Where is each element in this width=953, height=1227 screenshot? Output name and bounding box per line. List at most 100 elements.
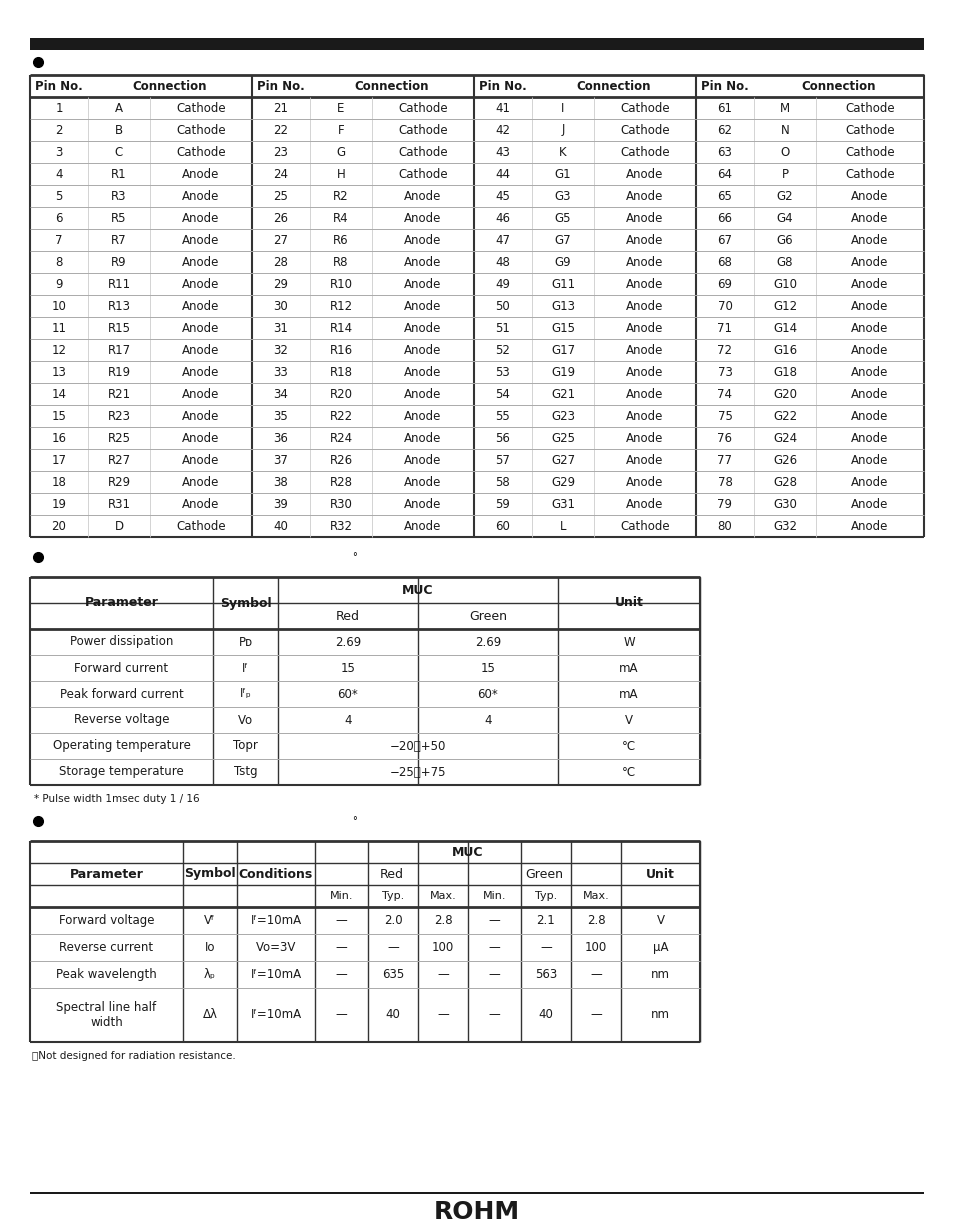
Text: R14: R14 (329, 321, 353, 335)
Text: 55: 55 (496, 410, 510, 422)
Text: R17: R17 (108, 344, 131, 357)
Text: MUC: MUC (452, 845, 483, 859)
Text: 51: 51 (495, 321, 510, 335)
Text: Spectral line half
width: Spectral line half width (56, 1001, 156, 1029)
Text: Anode: Anode (404, 476, 441, 488)
Text: G16: G16 (772, 344, 796, 357)
Text: Anode: Anode (404, 233, 441, 247)
Text: Anode: Anode (626, 321, 663, 335)
Text: 2.69: 2.69 (475, 636, 500, 649)
Text: 15: 15 (480, 661, 495, 675)
Text: Iᶠₚ: Iᶠₚ (239, 687, 252, 701)
Text: 75: 75 (717, 410, 732, 422)
Text: R24: R24 (329, 432, 353, 444)
Text: Parameter: Parameter (70, 867, 143, 881)
Text: H: H (336, 168, 345, 180)
Text: Anode: Anode (182, 366, 219, 378)
Text: Anode: Anode (182, 233, 219, 247)
Text: 24: 24 (274, 168, 288, 180)
Text: Anode: Anode (626, 189, 663, 202)
Text: 13: 13 (51, 366, 67, 378)
Text: G4: G4 (776, 211, 793, 225)
Text: —: — (488, 1009, 500, 1022)
Text: 7: 7 (55, 233, 63, 247)
Text: Cathode: Cathode (176, 519, 226, 533)
Text: 10: 10 (51, 299, 67, 313)
Text: 73: 73 (717, 366, 732, 378)
Text: G14: G14 (772, 321, 796, 335)
Text: Peak forward current: Peak forward current (59, 687, 183, 701)
Text: 635: 635 (381, 968, 404, 982)
Text: nm: nm (650, 968, 669, 982)
Text: 65: 65 (717, 189, 732, 202)
Text: —: — (539, 941, 551, 955)
Text: G1: G1 (554, 168, 571, 180)
Text: Anode: Anode (404, 432, 441, 444)
Text: 100: 100 (584, 941, 606, 955)
Text: 3: 3 (55, 146, 63, 158)
Text: Cathode: Cathode (844, 146, 894, 158)
Text: R31: R31 (108, 497, 131, 510)
Text: Anode: Anode (404, 321, 441, 335)
Text: Cathode: Cathode (176, 124, 226, 136)
Text: 25: 25 (274, 189, 288, 202)
Text: Cathode: Cathode (844, 102, 894, 114)
Text: 11: 11 (51, 321, 67, 335)
Text: G6: G6 (776, 233, 793, 247)
Text: R18: R18 (329, 366, 352, 378)
Text: R26: R26 (329, 454, 353, 466)
Text: 4: 4 (484, 713, 491, 726)
Text: 16: 16 (51, 432, 67, 444)
Text: 57: 57 (495, 454, 510, 466)
Text: R19: R19 (108, 366, 131, 378)
Text: G27: G27 (551, 454, 575, 466)
Text: 20: 20 (51, 519, 67, 533)
Text: Storage temperature: Storage temperature (59, 766, 184, 778)
Text: Anode: Anode (626, 168, 663, 180)
Text: G7: G7 (554, 233, 571, 247)
Text: 18: 18 (51, 476, 67, 488)
Text: Typ.: Typ. (535, 891, 557, 901)
Text: G2: G2 (776, 189, 793, 202)
Text: Red: Red (379, 867, 403, 881)
Text: 41: 41 (495, 102, 510, 114)
Text: Anode: Anode (850, 476, 888, 488)
Text: Cathode: Cathode (619, 124, 669, 136)
Text: Anode: Anode (626, 233, 663, 247)
Text: G3: G3 (554, 189, 571, 202)
Text: Anode: Anode (850, 255, 888, 269)
Text: Connection: Connection (801, 80, 876, 92)
Text: Anode: Anode (404, 255, 441, 269)
Text: Anode: Anode (626, 410, 663, 422)
Text: Anode: Anode (850, 189, 888, 202)
Text: I: I (560, 102, 564, 114)
Text: °C: °C (621, 766, 636, 778)
Text: O: O (780, 146, 789, 158)
Text: ROHM: ROHM (434, 1200, 519, 1225)
Text: R3: R3 (112, 189, 127, 202)
Text: 4: 4 (55, 168, 63, 180)
Text: R22: R22 (329, 410, 353, 422)
Text: 36: 36 (274, 432, 288, 444)
Text: 60: 60 (495, 519, 510, 533)
Text: R4: R4 (333, 211, 349, 225)
Text: 52: 52 (495, 344, 510, 357)
Text: M: M (780, 102, 789, 114)
Text: G15: G15 (551, 321, 575, 335)
Text: —: — (387, 941, 398, 955)
Text: Anode: Anode (182, 344, 219, 357)
Text: 40: 40 (274, 519, 288, 533)
Text: A: A (115, 102, 123, 114)
Text: μA: μA (652, 941, 667, 955)
Text: Cathode: Cathode (397, 124, 447, 136)
Text: —: — (590, 968, 601, 982)
Text: Forward voltage: Forward voltage (59, 914, 154, 928)
Text: 49: 49 (495, 277, 510, 291)
Text: 31: 31 (274, 321, 288, 335)
Text: 14: 14 (51, 388, 67, 400)
Text: —: — (436, 968, 449, 982)
Text: R10: R10 (329, 277, 352, 291)
Text: R25: R25 (108, 432, 131, 444)
Text: 2.1: 2.1 (536, 914, 555, 928)
Text: Anode: Anode (182, 476, 219, 488)
